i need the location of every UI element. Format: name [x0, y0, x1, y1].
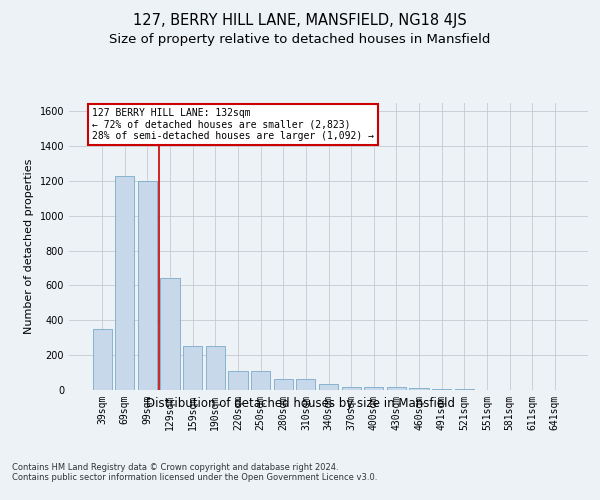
- Text: 127, BERRY HILL LANE, MANSFIELD, NG18 4JS: 127, BERRY HILL LANE, MANSFIELD, NG18 4J…: [133, 12, 467, 28]
- Bar: [229, 371, 248, 390]
- Bar: [274, 378, 293, 390]
- Bar: [409, 388, 428, 390]
- Bar: [341, 386, 361, 390]
- Text: 127 BERRY HILL LANE: 132sqm
← 72% of detached houses are smaller (2,823)
28% of : 127 BERRY HILL LANE: 132sqm ← 72% of det…: [92, 108, 374, 141]
- Bar: [364, 386, 383, 390]
- Bar: [160, 278, 180, 390]
- Text: Size of property relative to detached houses in Mansfield: Size of property relative to detached ho…: [109, 34, 491, 46]
- Bar: [251, 371, 270, 390]
- Bar: [183, 346, 202, 390]
- Bar: [138, 181, 157, 390]
- Text: Contains HM Land Registry data © Crown copyright and database right 2024.
Contai: Contains HM Land Registry data © Crown c…: [12, 462, 377, 482]
- Bar: [115, 176, 134, 390]
- Bar: [319, 384, 338, 390]
- Bar: [206, 346, 225, 390]
- Y-axis label: Number of detached properties: Number of detached properties: [24, 158, 34, 334]
- Bar: [387, 388, 406, 390]
- Text: Distribution of detached houses by size in Mansfield: Distribution of detached houses by size …: [146, 398, 455, 410]
- Bar: [92, 329, 112, 390]
- Bar: [296, 378, 316, 390]
- Bar: [432, 389, 451, 390]
